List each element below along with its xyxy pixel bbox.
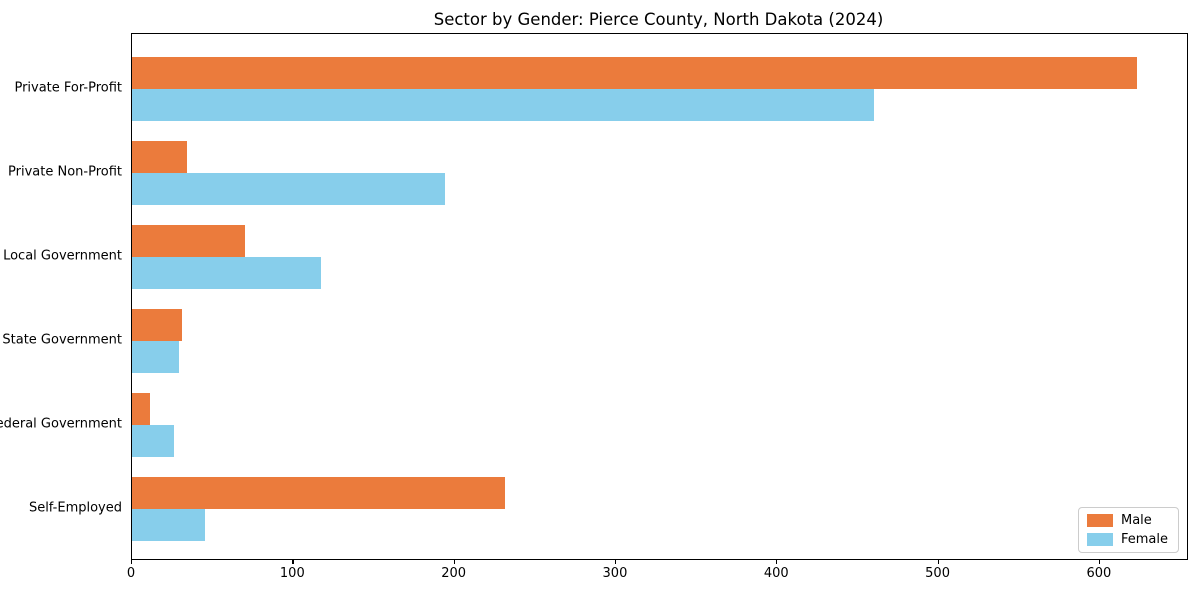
ytick-label-federal-government: Federal Government: [0, 416, 122, 432]
legend-item-male: Male: [1086, 513, 1168, 528]
bar-female-private-for-profit: [132, 89, 875, 121]
bar-male-private-for-profit: [132, 57, 1137, 89]
xtick-label-100: 100: [279, 566, 305, 581]
xtick-label-600: 600: [1086, 566, 1112, 581]
legend-item-female: Female: [1086, 532, 1168, 547]
legend: Male Female: [1077, 507, 1179, 553]
xtick-label-500: 500: [925, 566, 950, 581]
bar-male-self-employed: [132, 477, 505, 509]
bar-male-local-government: [132, 225, 245, 257]
bar-female-private-non-profit: [132, 173, 445, 205]
bar-female-local-government: [132, 257, 321, 289]
legend-label-male: Male: [1120, 513, 1152, 528]
bar-male-private-non-profit: [132, 141, 187, 173]
xtick-label-300: 300: [602, 566, 628, 581]
ytick-label-private-non-profit: Private Non-Profit: [8, 164, 122, 180]
xtick-label-400: 400: [763, 566, 789, 581]
bar-female-self-employed: [132, 509, 205, 541]
xtick-mark-300: [614, 559, 617, 564]
xtick-label-200: 200: [441, 566, 467, 581]
female-color-swatch: [1086, 533, 1113, 546]
xtick-mark-500: [937, 559, 939, 564]
bar-male-state-government: [132, 309, 182, 341]
xtick-label-0: 0: [126, 566, 136, 581]
plot-area: Male Female: [131, 33, 1188, 560]
legend-label-female: Female: [1120, 532, 1168, 547]
ytick-label-self-employed: Self-Employed: [28, 500, 122, 516]
xtick-mark-100: [292, 559, 294, 564]
ytick-label-local-government: Local Government: [3, 248, 122, 264]
xtick-mark-600: [1098, 559, 1101, 564]
ytick-label-state-government: State Government: [2, 332, 122, 348]
bar-male-federal-government: [132, 393, 150, 425]
xtick-mark-400: [776, 559, 778, 564]
ytick-label-private-for-profit: Private For-Profit: [14, 80, 122, 96]
bar-female-federal-government: [132, 425, 174, 457]
xtick-mark-200: [453, 559, 455, 564]
bar-female-state-government: [132, 341, 179, 373]
xtick-mark-0: [131, 559, 133, 564]
male-color-swatch: [1086, 514, 1113, 527]
chart-title: Sector by Gender: Pierce County, North D…: [433, 10, 884, 29]
